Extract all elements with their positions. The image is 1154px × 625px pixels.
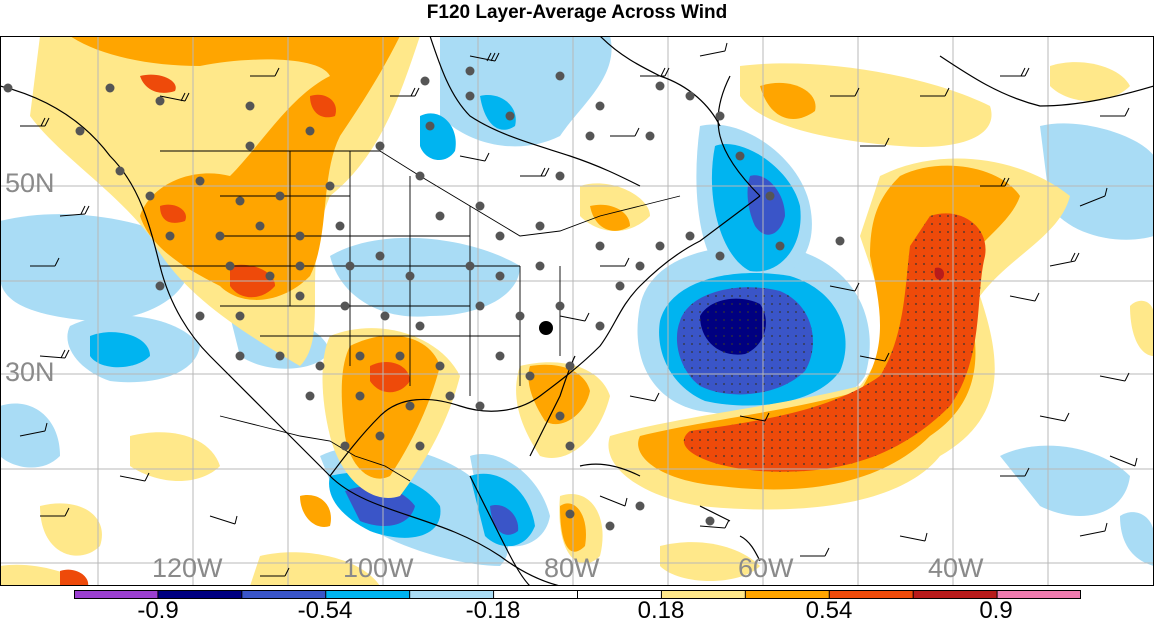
colorbar-swatch bbox=[745, 590, 830, 599]
lat-label-50n: 50N bbox=[5, 168, 55, 198]
colorbar-swatch bbox=[325, 590, 411, 599]
map-panel bbox=[0, 36, 1154, 586]
colorbar-swatch bbox=[997, 590, 1081, 599]
colorbar-label: -0.54 bbox=[297, 597, 353, 624]
colorbar-swatch bbox=[577, 590, 662, 599]
lon-label-120w: 120W bbox=[152, 553, 223, 583]
colorbar-swatch bbox=[409, 590, 495, 599]
lat-label-30n: 30N bbox=[5, 357, 55, 387]
colorbar-swatch bbox=[829, 590, 914, 599]
political-borders bbox=[160, 150, 681, 482]
map-title: F120 Layer-Average Across Wind bbox=[426, 2, 728, 23]
colorbar-swatch bbox=[661, 590, 746, 599]
colorbar-label: 0.9 bbox=[979, 597, 1013, 624]
colorbar-label: -0.9 bbox=[137, 597, 179, 624]
colorbar-swatch bbox=[913, 590, 998, 599]
lon-label-40w: 40W bbox=[928, 553, 984, 583]
lon-label-60w: 60W bbox=[738, 553, 794, 583]
colorbar-label: 0.54 bbox=[805, 597, 853, 624]
colorbar-swatch bbox=[74, 590, 159, 599]
highlighted-station bbox=[539, 321, 553, 335]
graticule bbox=[1, 37, 1153, 585]
lon-label-100w: 100W bbox=[343, 553, 414, 583]
colorbar-label: -0.18 bbox=[465, 597, 521, 624]
wind-barbs bbox=[19, 42, 1138, 577]
colorbar-label: 0.18 bbox=[637, 597, 685, 624]
lon-label-80w: 80W bbox=[544, 553, 600, 583]
colorbar-swatch bbox=[157, 590, 243, 599]
colorbar-swatch bbox=[493, 590, 578, 599]
station-markers bbox=[3, 66, 845, 531]
colorbar bbox=[74, 590, 1081, 599]
colorbar-swatch bbox=[241, 590, 327, 599]
